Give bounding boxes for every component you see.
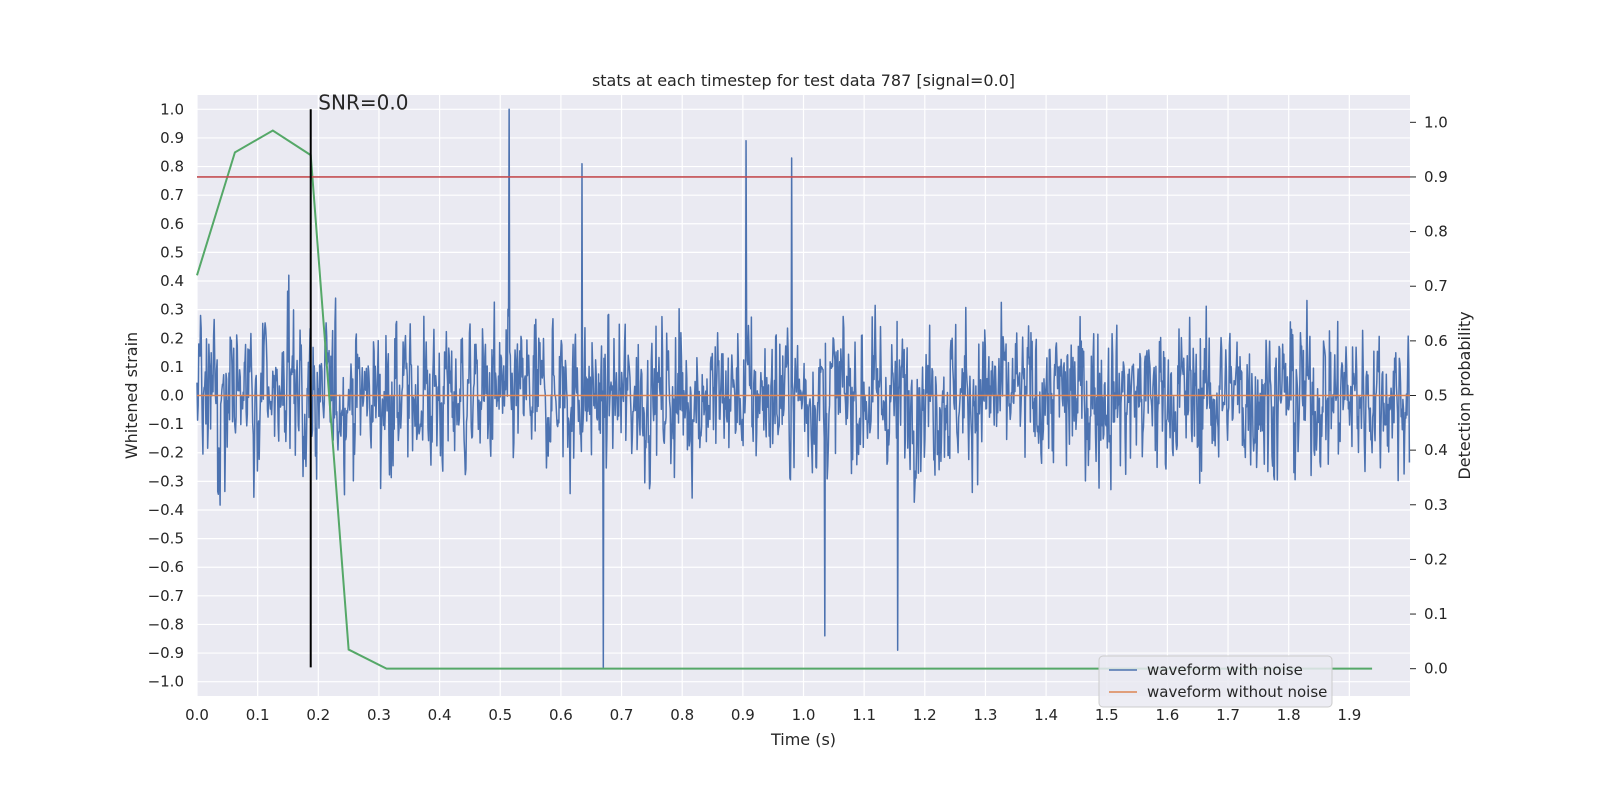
y-tick-label: 0.6 [160,215,184,233]
legend-label-waveform-with-noise: waveform with noise [1147,661,1303,679]
y-tick-label: −0.5 [148,530,184,548]
x-axis-label: Time (s) [770,730,836,749]
y-axis-label: Whitened strain [122,332,141,459]
x-tick-label: 0.7 [610,706,634,724]
y-tick-label: −0.9 [148,644,184,662]
y-tick-label: −1.0 [148,673,184,691]
y2-tick-label: 0.6 [1424,332,1448,350]
x-tick-label: 1.8 [1277,706,1301,724]
y-tick-label: 0.5 [160,243,184,261]
data-layer [196,108,1411,670]
x-tick-label: 0.8 [670,706,694,724]
y-tick-label: −0.1 [148,415,184,433]
x-tick-label: 0.3 [367,706,391,724]
y-tick-label: −0.4 [148,501,184,519]
legend-label-waveform-without-noise: waveform without noise [1147,683,1327,701]
series-line-waveform-with-noise [196,108,1411,669]
y-tick-label: 0.1 [160,358,184,376]
y2-tick-label: 0.4 [1424,441,1448,459]
y2-tick-label: 0.9 [1424,168,1448,186]
x-tick-label: 1.5 [1095,706,1119,724]
y2-axis-label: Detection probability [1455,311,1474,479]
y2-tick-label: 0.0 [1424,660,1448,678]
legend: waveform with noise waveform without noi… [1098,655,1333,708]
x-tick-label: 1.2 [913,706,937,724]
series-line-detection-probability [196,129,1373,670]
y2-tick-label: 0.2 [1424,550,1448,568]
y-tick-label: 0.2 [160,329,184,347]
y2-tick-label: 0.1 [1424,605,1448,623]
y-tick-label: 0.0 [160,387,184,405]
legend-box [1098,655,1333,708]
y2-tick-label: 0.8 [1424,223,1448,241]
y-tick-label: −0.8 [148,615,184,633]
x-tick-label: 1.1 [852,706,876,724]
x-tick-label: 1.9 [1337,706,1361,724]
y-tick-label: 1.0 [160,100,184,118]
y-tick-label: −0.3 [148,472,184,490]
x-tick-label: 1.4 [1034,706,1058,724]
y2-tick-label: 0.5 [1424,387,1448,405]
x-tick-label: 0.0 [185,706,209,724]
x-tick-label: 1.6 [1155,706,1179,724]
y2-tick-label: 0.7 [1424,277,1448,295]
x-tick-label: 0.6 [549,706,573,724]
y-tick-label: 0.7 [160,186,184,204]
y-tick-label: 0.9 [160,129,184,147]
y-tick-label: −0.6 [148,558,184,576]
axes-layer: 0.0 0.1 0.2 0.3 0.4 0.5 0.6 0.7 0.8 0.9 1.0 1.1 1.2 1… [148,100,1448,724]
y-tick-label: 0.8 [160,158,184,176]
x-tick-label: 0.2 [306,706,330,724]
x-tick-label: 1.3 [974,706,998,724]
x-tick-label: 0.1 [246,706,270,724]
y-tick-label: −0.7 [148,587,184,605]
x-tick-label: 0.9 [731,706,755,724]
snr-annotation: SNR=0.0 [318,90,408,114]
y-tick-label: 0.3 [160,301,184,319]
x-tick-label: 1.7 [1216,706,1240,724]
x-tick-label: 0.4 [428,706,452,724]
y-tick-label: 0.4 [160,272,184,290]
chart-title: stats at each timestep for test data 787… [592,71,1015,90]
y-tick-label: −0.2 [148,444,184,462]
y2-tick-label: 1.0 [1424,113,1448,131]
y2-tick-label: 0.3 [1424,496,1448,514]
x-tick-label: 1.0 [792,706,816,724]
x-tick-label: 0.5 [488,706,512,724]
